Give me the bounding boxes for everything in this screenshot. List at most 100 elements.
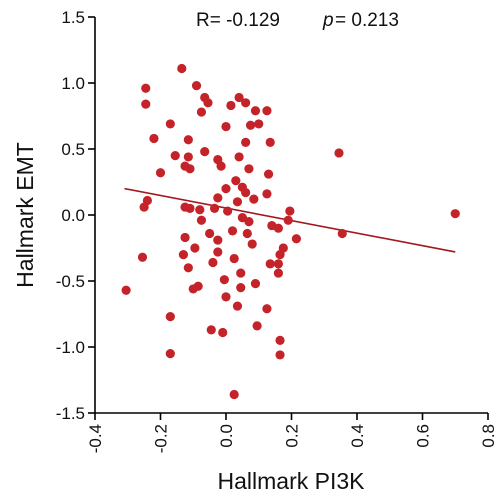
data-point [275, 250, 285, 260]
data-point [185, 203, 195, 213]
data-point [170, 151, 180, 161]
data-point [195, 205, 205, 215]
data-point [209, 203, 220, 213]
data-point [221, 121, 231, 132]
data-point [265, 259, 275, 269]
data-point [221, 184, 231, 194]
data-point [244, 217, 254, 227]
data-point [190, 243, 200, 253]
data-point [250, 279, 261, 289]
data-point [262, 189, 272, 199]
data-point [241, 187, 251, 198]
data-point [177, 63, 187, 74]
data-point [203, 98, 213, 108]
y-tick-label: -1.5 [56, 404, 85, 423]
data-point [234, 92, 244, 103]
y-tick-label: -1.0 [56, 338, 85, 357]
data-point [206, 325, 216, 335]
y-axis-ticks: 1.5 1.0 0.5 0.0 -0.5 -1.0 -1.5 [56, 8, 95, 423]
data-point [149, 133, 159, 144]
data-point [283, 215, 293, 225]
data-point [213, 247, 223, 257]
data-point [245, 120, 256, 130]
p-value-label: = 0.213 [335, 10, 399, 31]
data-point [205, 228, 215, 239]
data-point [244, 164, 254, 174]
data-point [165, 349, 175, 359]
data-point [196, 107, 207, 117]
data-point [262, 304, 272, 314]
data-point [183, 152, 193, 162]
data-point [229, 253, 239, 264]
data-point [191, 81, 202, 91]
data-point [337, 228, 347, 239]
data-point [178, 250, 189, 260]
x-tick-label: 0.2 [283, 424, 302, 448]
data-point [262, 106, 272, 116]
data-point [180, 232, 190, 243]
correlation-annotation: R= -0.129 p = 0.213 [196, 10, 399, 31]
data-point [285, 206, 295, 216]
data-point [231, 176, 241, 186]
data-point [216, 161, 226, 171]
data-point [275, 350, 285, 360]
data-point [273, 259, 283, 269]
x-tick-label: 0.6 [414, 424, 433, 448]
data-point [249, 194, 259, 204]
p-value-symbol: p [322, 10, 334, 31]
y-tick-label: 1.0 [61, 74, 85, 93]
data-point [236, 268, 246, 278]
data-point [183, 135, 193, 145]
data-point [263, 169, 274, 179]
data-point [254, 119, 264, 129]
y-tick-label: 0.5 [61, 140, 85, 159]
x-tick-label: 0.4 [348, 424, 367, 448]
x-axis-title: Hallmark PI3K [218, 468, 366, 494]
data-point [291, 234, 302, 244]
data-point [250, 106, 261, 116]
data-point [165, 119, 175, 129]
data-point [196, 215, 207, 225]
x-tick-label: 0.8 [479, 424, 498, 448]
data-point [242, 228, 252, 239]
data-point [227, 226, 238, 236]
data-point [213, 193, 223, 203]
data-point [241, 98, 251, 108]
x-tick-label: 0.0 [217, 424, 236, 448]
data-point [265, 137, 275, 147]
data-point [234, 152, 244, 162]
data-point [188, 284, 198, 294]
data-point [139, 202, 149, 212]
data-point [236, 283, 246, 293]
x-tick-label: -0.2 [152, 424, 171, 453]
data-point [226, 100, 236, 111]
data-points [121, 63, 460, 400]
data-point [223, 206, 233, 216]
x-axis-ticks: -0.4 -0.2 0.0 0.2 0.4 0.6 0.8 [86, 413, 498, 453]
data-point [450, 209, 460, 219]
data-point [137, 252, 148, 262]
data-point [334, 148, 344, 158]
data-point [229, 389, 239, 400]
data-point [200, 147, 210, 157]
data-point [273, 268, 283, 278]
data-point [165, 312, 175, 322]
data-point [121, 285, 131, 295]
y-tick-label: -0.5 [56, 272, 85, 291]
y-axis-title: Hallmark EMT [12, 142, 38, 288]
data-point [232, 197, 243, 207]
y-tick-label: 1.5 [61, 8, 85, 27]
data-point [213, 235, 223, 245]
data-point [141, 99, 151, 109]
data-point [221, 292, 231, 302]
data-point [141, 83, 151, 93]
data-point [219, 275, 229, 285]
data-point [183, 263, 193, 273]
data-point [252, 321, 262, 331]
data-point [247, 239, 257, 249]
data-point [275, 335, 285, 345]
y-tick-label: 0.0 [61, 206, 85, 225]
x-tick-label: -0.4 [86, 424, 105, 453]
data-point [155, 168, 166, 178]
